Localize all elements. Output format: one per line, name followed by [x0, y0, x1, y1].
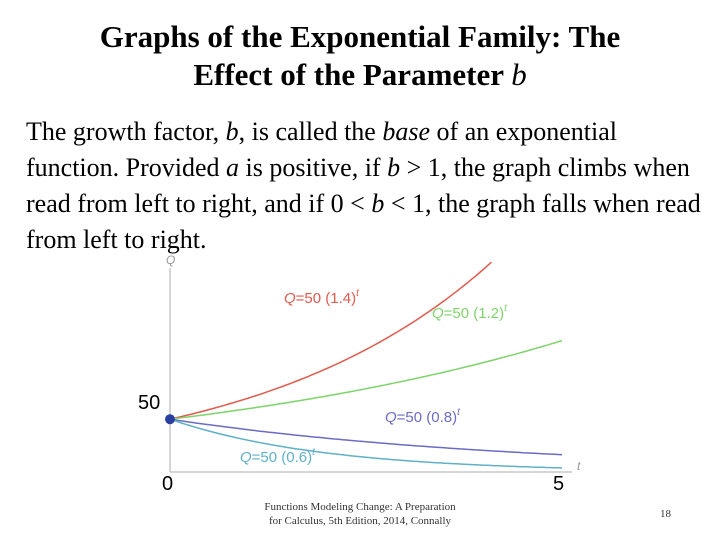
series-line-1-4 [169, 261, 492, 420]
series-label-0-8-exp: t [457, 407, 461, 418]
slide-title-parameter: b [511, 57, 527, 92]
footer-line2: for Calculus, 5th Edition, 2014, Connall… [268, 515, 452, 527]
body-text-4: is positive, if [239, 153, 388, 182]
series-label-0-8: Q=50 (0.8)t [385, 407, 461, 426]
series-label-1-2-body: =50 (1.2) [444, 305, 504, 322]
footer-line1: Functions Modeling Change: A Preparation [264, 501, 456, 513]
series-label-1-2: Q=50 (1.2)t [432, 303, 508, 322]
slide-title-line2-text: Effect of the Parameter [193, 57, 512, 92]
series-label-1-4-body: =50 (1.4) [296, 290, 356, 307]
series-label-1-4-exp: t [356, 288, 360, 299]
slide-title-line1: Graphs of the Exponential Family: The [99, 19, 621, 54]
slide-title: Graphs of the Exponential Family: The Ef… [0, 18, 720, 94]
series-line-0-6 [169, 418, 563, 469]
x-tick-0: 0 [162, 473, 173, 495]
body-text-2: , is called the [238, 117, 383, 146]
body-base-term: base [382, 117, 431, 146]
x-axis-label: t [577, 459, 581, 473]
series-label-0-8-var: Q [385, 409, 397, 426]
body-paragraph: The growth factor, b, is called the base… [26, 114, 706, 258]
series-label-0-6: Q=50 (0.6)t [240, 447, 316, 466]
y-axis-label: Q [166, 253, 175, 267]
series-line-1-2 [169, 339, 563, 420]
series-line-0-8 [169, 418, 563, 456]
body-text-3: of an exponential function. Provided [26, 117, 618, 182]
series-label-1-2-exp: t [504, 303, 508, 314]
body-var-a: a [226, 153, 240, 182]
body-text-1: The growth factor, [26, 117, 226, 146]
body-text-5: > 1, the graph climbs when read from lef… [26, 153, 690, 218]
x-tick-5: 5 [553, 473, 564, 495]
series-label-0-8-body: =50 (0.8) [397, 409, 457, 426]
y-tick-50: 50 [138, 392, 160, 414]
initial-value-point [165, 414, 175, 425]
body-text-6: < 1, the graph falls when read from left… [26, 189, 701, 254]
series-label-0-6-body: =50 (0.6) [252, 449, 312, 466]
slide-title-line2: Effect of the Parameter b [0, 56, 720, 94]
series-label-0-6-exp: t [312, 447, 316, 458]
series-label-1-2-var: Q [432, 305, 444, 322]
body-var-b1: b [225, 117, 239, 146]
series-label-0-6-var: Q [240, 449, 252, 466]
body-var-b2: b [387, 153, 401, 182]
footer-citation: Functions Modeling Change: A Preparation… [230, 500, 490, 528]
series-label-1-4: Q=50 (1.4)t [284, 288, 360, 307]
series-label-1-4-var: Q [284, 290, 296, 307]
body-var-b3: b [371, 189, 385, 218]
page-number: 18 [660, 508, 671, 520]
